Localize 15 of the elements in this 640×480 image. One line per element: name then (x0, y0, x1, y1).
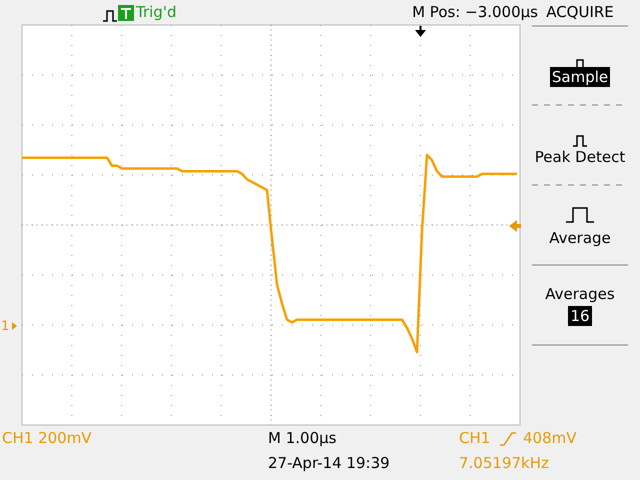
text: 1 (1, 319, 10, 334)
text: Trig'd (135, 3, 176, 21)
text: Averages (545, 285, 615, 303)
text: 408mV (523, 429, 578, 447)
text: Average (549, 229, 611, 247)
text: ACQUIRE (546, 3, 614, 21)
text: 16 (570, 307, 590, 325)
text: Peak Detect (534, 148, 626, 166)
text: CH1 200mV (2, 429, 92, 447)
text: CH1 (459, 429, 490, 447)
text: M Pos: −3.000µs (412, 3, 538, 21)
text: 27-Apr-14 19:39 (268, 454, 390, 472)
text: 7.05197kHz (459, 454, 549, 472)
text: Sample (552, 68, 608, 86)
text: M 1.00µs (268, 429, 337, 447)
